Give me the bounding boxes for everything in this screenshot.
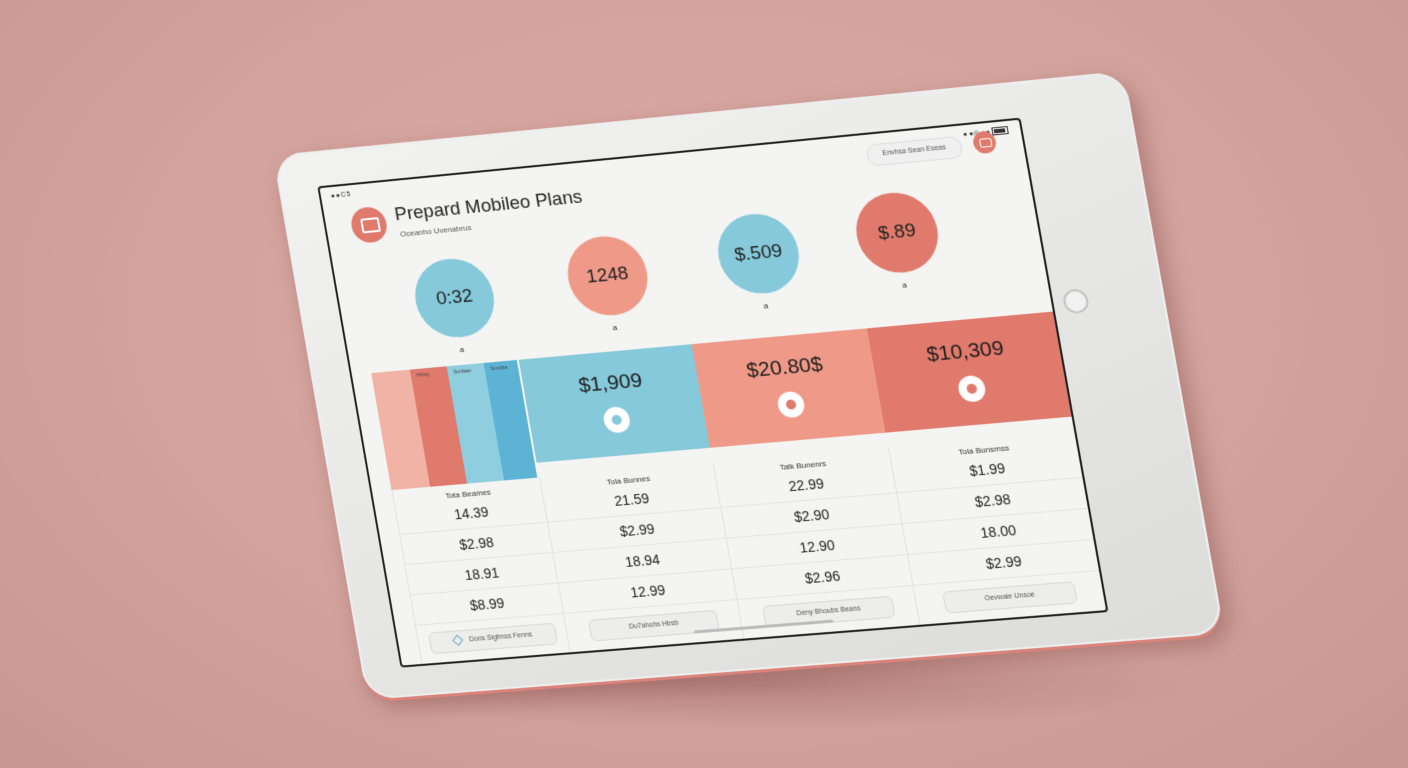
stripe-label-3: Sundsa bbox=[490, 365, 508, 372]
plan-column-4: Tola Bunsmss $1.99 $2.98 18.00 $2.99 Oev… bbox=[888, 432, 1107, 625]
stripe-label-2: Sunlase bbox=[453, 368, 472, 375]
plan-icon-2 bbox=[776, 391, 806, 419]
plan-header-1[interactable]: $1,909 bbox=[519, 344, 710, 463]
plan-button-label: Dons Sigfmss Fenns bbox=[469, 631, 533, 643]
plan-price-1: $1,909 bbox=[522, 364, 699, 403]
stat-circle-2-caption: a bbox=[612, 323, 618, 332]
tablet-screen: ●●C5 ● ●◎ ●● Prepard Mobileo Plans Ocean… bbox=[317, 118, 1108, 668]
stat-circle-4[interactable]: $.89 bbox=[850, 189, 945, 276]
plan-header-3[interactable]: $10,309 bbox=[867, 312, 1072, 433]
app-logo-icon bbox=[349, 206, 390, 244]
plan-button-4[interactable]: Oevwaie Unsoe bbox=[942, 581, 1078, 613]
header-pill-button[interactable]: Envhsa Sean Eseas bbox=[865, 136, 964, 167]
plan-price-2: $20.80$ bbox=[695, 348, 875, 387]
plan-icon-3 bbox=[956, 375, 987, 403]
plan-button-2[interactable]: Du7ahohs Hbsb bbox=[588, 610, 720, 642]
stripe-label-1: Hrbsy bbox=[416, 372, 430, 379]
plan-column-3: Tatk Bunenrs 22.99 $2.90 12.90 $2.96 Den… bbox=[712, 448, 920, 639]
plan-header-2[interactable]: $20.80$ bbox=[692, 328, 886, 447]
plan-button-1[interactable]: Dons Sigfmss Fenns bbox=[428, 623, 558, 655]
page-title: Prepard Mobileo Plans bbox=[393, 187, 584, 227]
battery-icon bbox=[991, 126, 1009, 136]
home-button-right[interactable] bbox=[1062, 288, 1091, 314]
tablet-device: ●●C5 ● ●◎ ●● Prepard Mobileo Plans Ocean… bbox=[273, 71, 1225, 700]
stat-circle-1[interactable]: 0:32 bbox=[409, 255, 500, 340]
stat-circle-2[interactable]: 1248 bbox=[561, 233, 653, 319]
stat-circle-3-caption: a bbox=[763, 301, 769, 310]
page-subtitle: Oceanho Uvenabrus bbox=[399, 223, 472, 239]
tablet-stage: ●●C5 ● ●◎ ●● Prepard Mobileo Plans Ocean… bbox=[310, 110, 1200, 700]
plan-icon-1 bbox=[602, 406, 632, 434]
plan-column-2: Tola Bunnes 21.59 $2.99 18.94 12.99 Du7a… bbox=[539, 463, 744, 653]
diamond-icon bbox=[452, 635, 463, 646]
stat-circle-4-caption: a bbox=[901, 280, 907, 289]
status-bar-left: ●●C5 bbox=[330, 191, 352, 200]
stat-circle-1-caption: a bbox=[459, 345, 465, 354]
plan-price-3: $10,309 bbox=[871, 332, 1061, 372]
stat-circle-3[interactable]: $.509 bbox=[712, 210, 805, 297]
